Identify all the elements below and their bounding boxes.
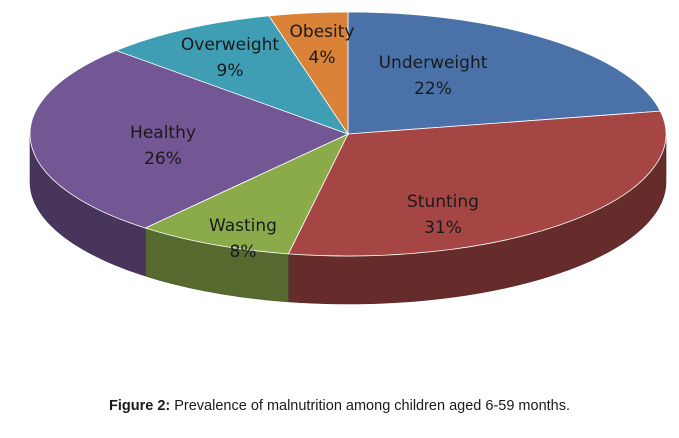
- figure-caption: Figure 2: Prevalence of malnutrition amo…: [0, 398, 679, 414]
- pie-slice-overweight: [115, 15, 350, 135]
- pie-slice-healthy: [29, 50, 350, 229]
- slice-label-underweight: Underweight: [379, 53, 488, 73]
- pie-slice-wasting: [144, 133, 349, 255]
- slice-label-stunting: Stunting: [407, 192, 479, 212]
- slice-value-wasting: 8%: [230, 242, 257, 262]
- slice-value-overweight: 9%: [217, 61, 244, 81]
- slice-label-healthy: Healthy: [130, 123, 196, 143]
- pie-labels: Underweight 22% Stunting 31% Wasting 8% Health…: [130, 22, 488, 262]
- slice-label-obesity: Obesity: [290, 22, 355, 42]
- slice-value-stunting: 31%: [424, 218, 462, 238]
- pie-top-faces: [29, 11, 667, 257]
- pie-slice-stunting: [287, 110, 667, 257]
- pie-slice-obesity: [268, 11, 349, 136]
- slice-value-healthy: 26%: [144, 149, 182, 169]
- slice-label-overweight: Overweight: [181, 35, 280, 55]
- slice-label-wasting: Wasting: [209, 216, 277, 236]
- pie-slice-underweight: [347, 11, 661, 135]
- caption-text: Prevalence of malnutrition among childre…: [170, 398, 571, 414]
- slice-value-obesity: 4%: [309, 48, 336, 68]
- pie-side-walls: [29, 133, 667, 305]
- caption-label: Figure 2:: [108, 398, 171, 414]
- slice-value-underweight: 22%: [414, 79, 452, 99]
